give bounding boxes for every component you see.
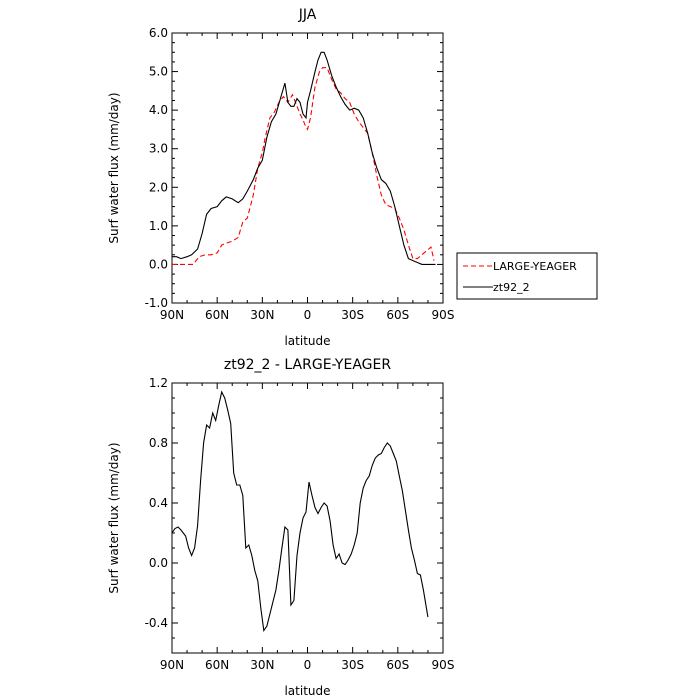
plot-title: JJA: [298, 7, 317, 23]
y-tick-label: 1.2: [149, 376, 168, 390]
y-tick-label: 1.0: [149, 219, 168, 233]
y-tick-label: 0.0: [149, 257, 168, 271]
y-tick-label: 2.0: [149, 180, 168, 194]
y-tick-label: -1.0: [145, 296, 168, 310]
x-axis-title: latitude: [284, 684, 330, 698]
series-line-zt92-2: [172, 51, 436, 265]
x-tick-label: 30S: [341, 308, 364, 322]
x-axis-title: latitude: [284, 334, 330, 348]
x-tick-label: 30N: [250, 308, 274, 322]
x-tick-label: 60N: [205, 308, 229, 322]
x-tick-label: 0: [304, 308, 312, 322]
plot-frame: [171, 382, 444, 654]
x-tick-label: 90N: [160, 308, 184, 322]
plot-frame: [171, 32, 444, 304]
y-tick-label: 5.0: [149, 65, 168, 79]
legend: LARGE-YEAGER zt92_2: [456, 252, 598, 300]
x-tick-label: 60S: [386, 308, 409, 322]
y-tick-label: 0.4: [149, 496, 168, 510]
series-line-difference: [171, 390, 429, 632]
y-axis-title: Surf water flux (mm/day): [107, 92, 121, 243]
legend-box: [456, 252, 598, 300]
y-tick-label: 0.8: [149, 436, 168, 450]
legend-label: zt92_2: [493, 281, 530, 294]
x-tick-label: 90S: [432, 658, 455, 672]
y-tick-label: -0.4: [145, 616, 168, 630]
x-tick-label: 90S: [432, 308, 455, 322]
x-tick-label: 60S: [386, 658, 409, 672]
x-tick-label: 60N: [205, 658, 229, 672]
series-line-large-yeager: [172, 67, 435, 265]
y-tick-label: 3.0: [149, 142, 168, 156]
x-tick-label: 30N: [250, 658, 274, 672]
x-tick-label: 90N: [160, 658, 184, 672]
x-tick-label: 0: [304, 658, 312, 672]
panel-2: zt92_2 - LARGE-YEAGER 1.2 0.8 0.4 0.0 -0.4 90N…: [107, 357, 454, 698]
plot-title: zt92_2 - LARGE-YEAGER: [224, 357, 391, 373]
y-tick-label: 4.0: [149, 103, 168, 117]
y-tick-label: 0.0: [149, 556, 168, 570]
y-axis-title: Surf water flux (mm/day): [107, 442, 121, 593]
x-tick-label: 30S: [341, 658, 364, 672]
y-tick-label: 6.0: [149, 26, 168, 40]
legend-label: LARGE-YEAGER: [493, 260, 577, 273]
